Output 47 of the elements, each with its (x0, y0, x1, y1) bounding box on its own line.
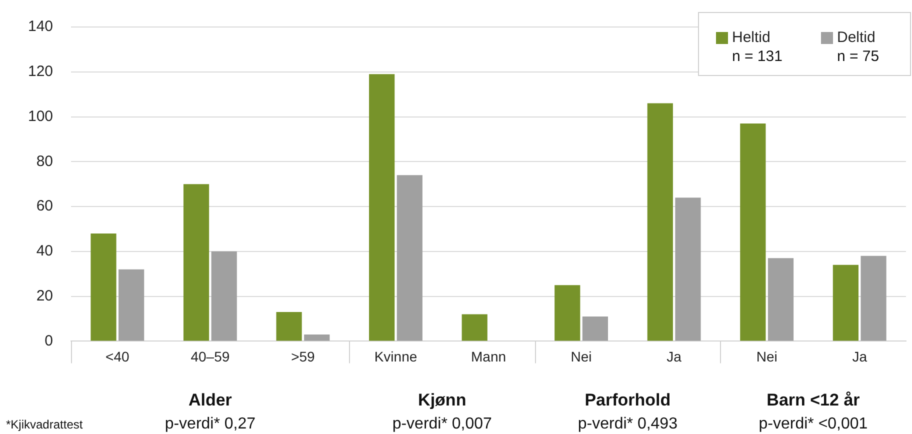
bar (860, 256, 886, 341)
text: p-verdi* 0,007 (392, 415, 492, 432)
legend-label: Heltid (732, 29, 770, 46)
bar (90, 233, 116, 341)
annotation: n = 75 (837, 48, 880, 66)
bar (647, 103, 673, 341)
bar (211, 251, 237, 341)
y-tick-label: 20 (36, 287, 54, 304)
x-tick-label: <40 (106, 348, 130, 364)
bar (675, 198, 701, 341)
annotation: n = 131 (732, 48, 782, 66)
text: p-verdi* 0,493 (578, 415, 678, 432)
x-tick-label: Mann (471, 348, 506, 364)
bar (554, 285, 580, 341)
y-tick-label: 60 (36, 198, 54, 215)
bar (768, 258, 794, 341)
bar (832, 264, 858, 341)
x-tick-label: Ja (666, 348, 682, 364)
x-tick-label: Nei (756, 348, 778, 364)
text: Alder (188, 390, 232, 410)
y-tick-label: 100 (28, 108, 54, 125)
legend-label: Deltid (837, 29, 876, 46)
text: *Kjikvadrattest (6, 417, 84, 432)
y-tick-label: 0 (44, 332, 54, 350)
y-tick-label: 40 (36, 242, 54, 260)
bar (369, 74, 395, 341)
bar (118, 269, 144, 341)
bar (304, 334, 330, 341)
bar (276, 312, 302, 341)
x-tick-label: Nei (570, 348, 592, 364)
x-tick-label: Kvinne (374, 348, 418, 364)
bar (396, 175, 422, 341)
text: Kjønn (418, 390, 466, 410)
x-tick-label: Ja (852, 348, 868, 364)
bar (462, 314, 488, 341)
bar (183, 184, 210, 341)
text: p-verdi* 0,27 (164, 415, 256, 432)
text: Barn <12 år (766, 390, 860, 410)
bar (582, 316, 608, 341)
x-tick-label: 40–59 (190, 348, 230, 364)
x-tick-label: >59 (291, 348, 316, 364)
text: Parforhold (584, 390, 671, 410)
bar (740, 124, 766, 341)
text: p-verdi* <0,001 (758, 415, 868, 432)
y-tick-label: 120 (28, 63, 54, 80)
y-tick-label: 140 (28, 18, 54, 36)
y-tick-label: 80 (36, 152, 54, 170)
